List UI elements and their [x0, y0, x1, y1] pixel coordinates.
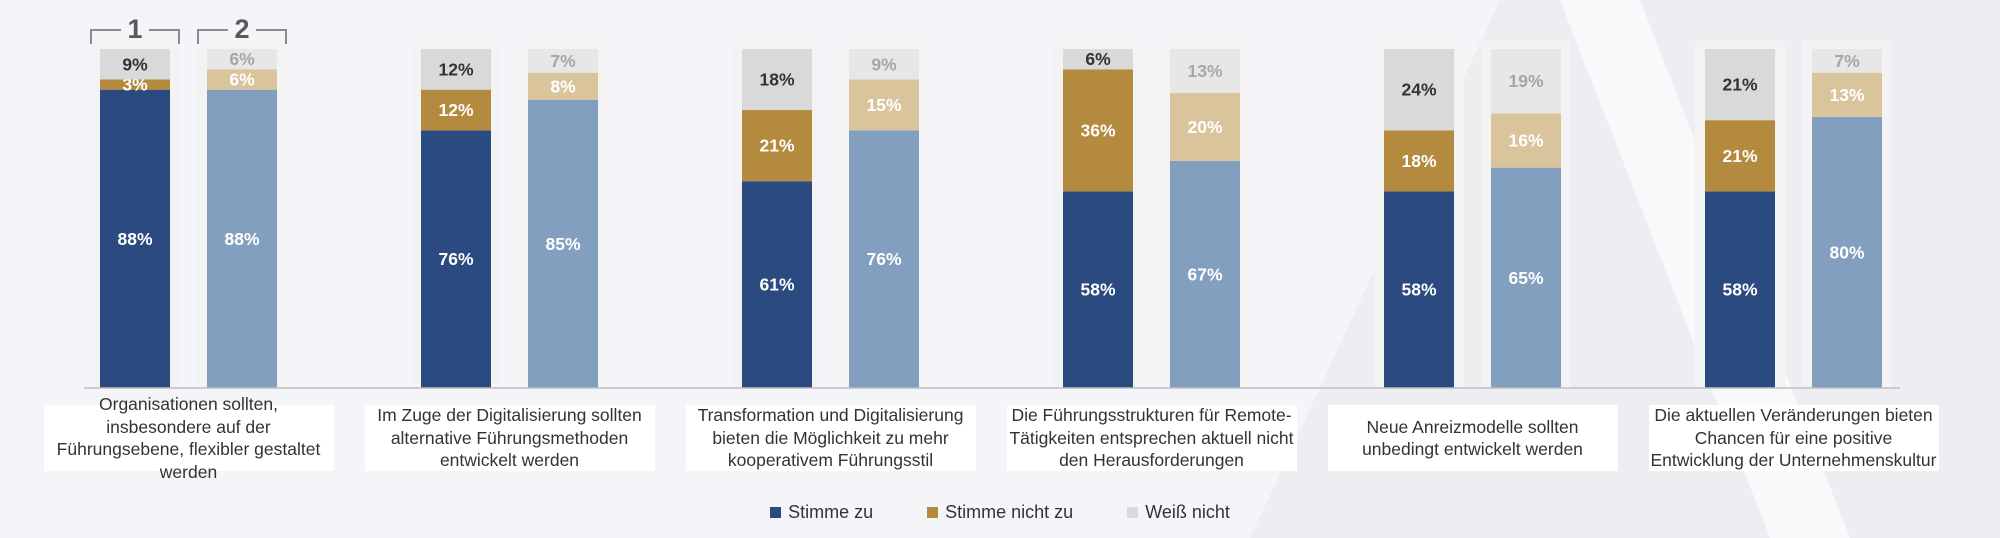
category-label-1: Organisationen sollten, insbesondere auf… [43, 394, 334, 482]
legend-label-2: Stimme nicht zu [945, 502, 1074, 522]
data-label-4-2-3: 13% [1187, 61, 1222, 81]
data-label-6-1-1: 58% [1722, 280, 1757, 300]
category-label-2: Im Zuge der Digitalisierung sollten alte… [364, 405, 655, 471]
legend-label-3: Weiß nicht [1145, 502, 1230, 522]
bar-segment-1-2-stimme-nicht-zu [207, 69, 277, 90]
bar-segment-3-1-stimme-zu [742, 181, 812, 388]
bar-segment-2-2-stimme-nicht-zu [528, 72, 598, 100]
legend-swatch-2 [927, 507, 939, 518]
data-label-1-2-1: 88% [224, 229, 259, 249]
bar-segment-4-2-stimme-nicht-zu [1170, 93, 1240, 161]
data-label-1-2-2: 6% [229, 70, 255, 90]
data-label-1-1-2: 3% [122, 75, 148, 95]
data-label-5-1-2: 18% [1401, 151, 1436, 171]
data-label-3-2-2: 15% [866, 95, 901, 115]
group-marker-1: 1 [127, 14, 142, 44]
group-marker-bg-1 [121, 14, 149, 40]
data-label-4-1-2: 36% [1080, 120, 1115, 140]
data-label-4-2-2: 20% [1187, 117, 1222, 137]
data-label-1-2-3: 6% [229, 49, 255, 69]
data-label-3-1-2: 21% [759, 136, 794, 156]
bar-segment-4-2-stimme-zu [1170, 160, 1240, 388]
category-label-4: Die Führungsstrukturen für Remote-Tätigk… [1006, 405, 1297, 471]
data-label-2-1-1: 76% [438, 249, 473, 269]
bar-segment-5-1-stimme-nicht-zu [1384, 130, 1454, 192]
data-label-5-1-1: 58% [1401, 280, 1436, 300]
data-label-4-2-1: 67% [1187, 264, 1222, 284]
bar-segment-5-1-stimme-zu [1384, 191, 1454, 388]
bar-segment-6-2-wei-nicht [1812, 49, 1882, 73]
category-label-6: Die aktuellen Veränderungen bieten Chanc… [1648, 405, 1939, 471]
bar-segment-3-2-wei-nicht [849, 49, 919, 80]
bar-segment-2-1-stimme-nicht-zu [421, 89, 491, 131]
group-marker-2: 2 [234, 14, 249, 44]
data-label-2-2-2: 8% [550, 76, 576, 96]
legend-item-2: Stimme nicht zu [927, 502, 1073, 523]
bar-segment-5-2-wei-nicht [1491, 49, 1561, 114]
bar-segment-3-2-stimme-nicht-zu [849, 79, 919, 131]
bar-segment-6-1-stimme-zu [1705, 191, 1775, 388]
bar-segment-4-1-stimme-nicht-zu [1063, 69, 1133, 192]
data-label-6-2-2: 13% [1829, 85, 1864, 105]
bar-segment-2-1-wei-nicht [421, 49, 491, 90]
legend-swatch-3 [1127, 507, 1139, 518]
bar-segment-4-1-stimme-zu [1063, 191, 1133, 388]
bar-segment-1-1-stimme-zu [100, 89, 170, 389]
data-label-4-1-1: 58% [1080, 280, 1115, 300]
legend-swatch-1 [770, 507, 782, 518]
data-label-5-1-3: 24% [1401, 80, 1436, 100]
legend-item-3: Weiß nicht [1127, 502, 1230, 523]
bar-segment-2-2-stimme-zu [528, 99, 598, 388]
data-label-2-2-1: 85% [545, 234, 580, 254]
bar-segment-5-2-stimme-zu [1491, 167, 1561, 388]
category-label-5: Neue Anreizmodelle sollten unbedingt ent… [1327, 405, 1618, 471]
bar-segment-1-2-wei-nicht [207, 49, 277, 70]
bar-segment-2-1-stimme-zu [421, 130, 491, 389]
bar-segment-1-2-stimme-zu [207, 89, 277, 389]
data-label-6-1-2: 21% [1722, 146, 1757, 166]
group-marker-bg-2 [228, 14, 256, 40]
data-label-5-2-1: 65% [1508, 268, 1543, 288]
bar-segment-5-1-wei-nicht [1384, 49, 1454, 131]
data-label-3-2-3: 9% [871, 54, 897, 74]
bar-segment-6-1-stimme-nicht-zu [1705, 120, 1775, 192]
data-label-3-1-3: 18% [759, 70, 794, 90]
data-label-2-1-2: 12% [438, 100, 473, 120]
data-label-5-2-2: 16% [1508, 131, 1543, 151]
bar-segment-3-1-wei-nicht [742, 49, 812, 111]
legend-item-1: Stimme zu [770, 502, 873, 523]
data-label-3-1-1: 61% [759, 275, 794, 295]
bar-segment-6-2-stimme-nicht-zu [1812, 72, 1882, 117]
bar-segment-4-1-wei-nicht [1063, 49, 1133, 70]
bar-segment-5-2-stimme-nicht-zu [1491, 113, 1561, 168]
bar-segment-2-2-wei-nicht [528, 49, 598, 73]
bar-segment-1-1-wei-nicht [100, 49, 170, 80]
category-label-3: Transformation und Digitalisierung biete… [685, 405, 976, 471]
data-label-2-2-3: 7% [550, 51, 576, 71]
data-label-6-2-3: 7% [1834, 51, 1860, 71]
legend: Stimme zu Stimme nicht zu Weiß nicht [0, 502, 2000, 523]
legend-label-1: Stimme zu [788, 502, 874, 522]
data-label-1-1-3: 9% [122, 54, 148, 74]
data-label-4-1-3: 6% [1085, 49, 1111, 69]
data-label-3-2-1: 76% [866, 249, 901, 269]
bar-segment-3-2-stimme-zu [849, 130, 919, 389]
data-label-5-2-3: 19% [1508, 71, 1543, 91]
data-label-2-1-3: 12% [438, 59, 473, 79]
bar-segment-1-1-stimme-nicht-zu [100, 79, 170, 90]
bar-segment-6-1-wei-nicht [1705, 49, 1775, 121]
data-label-1-1-1: 88% [117, 229, 152, 249]
bar-segment-6-2-stimme-zu [1812, 116, 1882, 389]
data-label-6-2-1: 80% [1829, 242, 1864, 262]
data-label-6-1-3: 21% [1722, 75, 1757, 95]
bar-segment-3-1-stimme-nicht-zu [742, 110, 812, 182]
bar-segment-4-2-wei-nicht [1170, 49, 1240, 94]
